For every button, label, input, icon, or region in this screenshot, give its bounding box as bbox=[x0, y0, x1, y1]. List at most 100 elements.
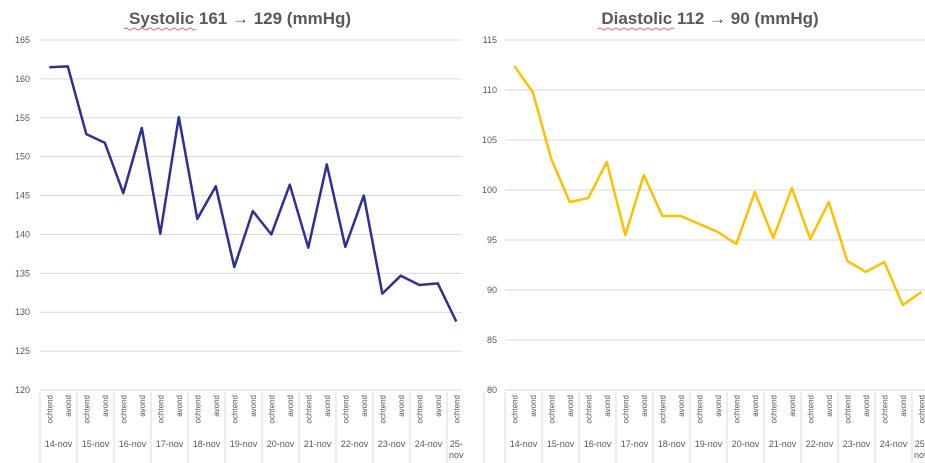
x-tick-label: avond bbox=[566, 395, 575, 417]
y-tick-label: 160 bbox=[15, 74, 30, 84]
y-tick-label: 120 bbox=[15, 385, 30, 395]
x-tick-label: ochtend bbox=[658, 395, 667, 423]
x-tick-label: ochtend bbox=[193, 395, 202, 423]
x-tick-label: ochtend bbox=[82, 395, 91, 423]
x-day-label: 25-nov bbox=[914, 439, 925, 460]
x-tick-label: avond bbox=[138, 395, 147, 417]
x-tick-label: ochtend bbox=[769, 395, 778, 423]
x-day-label: 18-nov bbox=[193, 439, 221, 449]
x-tick-label: ochtend bbox=[695, 395, 704, 423]
x-tick-label: avond bbox=[751, 395, 760, 417]
x-tick-label: ochtend bbox=[341, 395, 350, 423]
x-day-label: 16-nov bbox=[584, 439, 612, 449]
x-day-label: 23-nov bbox=[843, 439, 871, 449]
x-tick-label: ochtend bbox=[45, 395, 54, 423]
y-tick-label: 150 bbox=[15, 152, 30, 162]
x-day-label: 23-nov bbox=[378, 439, 406, 449]
y-tick-label: 95 bbox=[487, 235, 497, 245]
x-tick-label: ochtend bbox=[119, 395, 128, 423]
x-day-label: 14-nov bbox=[45, 439, 73, 449]
x-day-label: 25-nov bbox=[449, 439, 464, 460]
x-tick-label: ochtend bbox=[415, 395, 424, 423]
diastolic-x-axis: ochtend avond ochtend avond ochtend avond ocht… bbox=[504, 392, 925, 463]
y-tick-label: 115 bbox=[483, 35, 497, 45]
systolic-series-line bbox=[49, 65, 458, 323]
x-tick-label: ochtend bbox=[880, 395, 889, 423]
x-tick-label: avond bbox=[434, 395, 443, 417]
x-tick-label: ochtend bbox=[732, 395, 741, 423]
diastolic-y-axis: 80 85 90 95 100 105 110 115 bbox=[482, 35, 497, 395]
x-tick-label: avond bbox=[360, 395, 369, 417]
y-tick-label: 145 bbox=[15, 191, 30, 201]
x-day-label: 16-nov bbox=[119, 439, 147, 449]
diastolic-series-line bbox=[513, 65, 923, 307]
x-tick-label: avond bbox=[286, 395, 295, 417]
x-tick-label: ochtend bbox=[378, 395, 387, 423]
y-tick-label: 155 bbox=[15, 113, 30, 123]
x-tick-label: avond bbox=[899, 395, 908, 417]
x-tick-label: avond bbox=[212, 395, 221, 417]
x-tick-label: ochtend bbox=[806, 395, 815, 423]
x-day-label: 14-nov bbox=[510, 439, 538, 449]
x-tick-label: avond bbox=[64, 395, 73, 417]
diastolic-chart: Diastolic 112 → 90 (mmHg) 80 85 90 95 100 105… bbox=[482, 9, 925, 463]
x-day-label: 24-nov bbox=[415, 439, 443, 449]
spellcheck-underline bbox=[597, 27, 675, 31]
x-day-label: 18-nov bbox=[658, 439, 686, 449]
x-day-label: 20-nov bbox=[732, 439, 760, 449]
x-tick-label: ochtend bbox=[267, 395, 276, 423]
x-tick-label: ochtend bbox=[304, 395, 313, 423]
x-tick-label: ochtend bbox=[917, 395, 925, 423]
x-tick-label: ochtend bbox=[843, 395, 852, 423]
x-day-label: 21-nov bbox=[769, 439, 797, 449]
y-tick-label: 80 bbox=[487, 385, 497, 395]
x-tick-label: avond bbox=[603, 395, 612, 417]
x-tick-label: ochtend bbox=[584, 395, 593, 423]
x-day-label: 17-nov bbox=[156, 439, 184, 449]
x-day-label: 21-nov bbox=[304, 439, 332, 449]
diastolic-gridlines bbox=[505, 39, 925, 391]
systolic-y-axis: 120 125 130 135 140 145 150 155 160 165 bbox=[15, 35, 30, 395]
x-tick-label: ochtend bbox=[621, 395, 630, 423]
x-tick-label: avond bbox=[397, 395, 406, 417]
y-tick-label: 85 bbox=[487, 335, 497, 345]
diastolic-chart-title: Diastolic 112 → 90 (mmHg) bbox=[601, 9, 818, 28]
y-tick-label: 140 bbox=[15, 229, 30, 239]
x-tick-label: avond bbox=[862, 395, 871, 417]
y-tick-label: 165 bbox=[15, 35, 30, 45]
x-tick-label: avond bbox=[323, 395, 332, 417]
y-tick-label: 105 bbox=[482, 135, 497, 145]
y-tick-label: 110 bbox=[483, 85, 497, 95]
x-day-label: 15-nov bbox=[82, 439, 110, 449]
x-day-label: 19-nov bbox=[695, 439, 723, 449]
y-tick-label: 125 bbox=[15, 346, 30, 356]
x-day-label: 20-nov bbox=[267, 439, 295, 449]
x-day-label: 22-nov bbox=[341, 439, 369, 449]
y-tick-label: 135 bbox=[15, 268, 30, 278]
x-tick-label: avond bbox=[788, 395, 797, 417]
spellcheck-underline bbox=[123, 27, 197, 31]
x-tick-label: avond bbox=[249, 395, 258, 417]
y-tick-label: 100 bbox=[482, 185, 497, 195]
x-tick-label: avond bbox=[677, 395, 686, 417]
x-day-label: 22-nov bbox=[806, 439, 834, 449]
x-day-label: 24-nov bbox=[880, 439, 908, 449]
x-tick-label: ochtend bbox=[510, 395, 519, 423]
x-day-label: 15-nov bbox=[547, 439, 575, 449]
x-day-label: 17-nov bbox=[621, 439, 649, 449]
x-tick-label: ochtend bbox=[156, 395, 165, 423]
x-tick-label: avond bbox=[640, 395, 649, 417]
x-tick-label: avond bbox=[175, 395, 184, 417]
y-tick-label: 90 bbox=[487, 285, 497, 295]
y-tick-label: 130 bbox=[15, 307, 30, 317]
x-tick-label: ochtend bbox=[230, 395, 239, 423]
x-tick-label: avond bbox=[529, 395, 538, 417]
x-tick-label: avond bbox=[101, 395, 110, 417]
systolic-chart: Systolic 161 → 129 (mmHg) 120 125 130 135 14… bbox=[15, 9, 485, 463]
systolic-x-axis: ochtend avond ochtend avond ochtend avond ocht… bbox=[39, 392, 485, 463]
x-tick-label: ochtend bbox=[452, 395, 461, 423]
x-tick-label: avond bbox=[825, 395, 834, 417]
x-tick-label: avond bbox=[714, 395, 723, 417]
x-day-label: 19-nov bbox=[230, 439, 258, 449]
